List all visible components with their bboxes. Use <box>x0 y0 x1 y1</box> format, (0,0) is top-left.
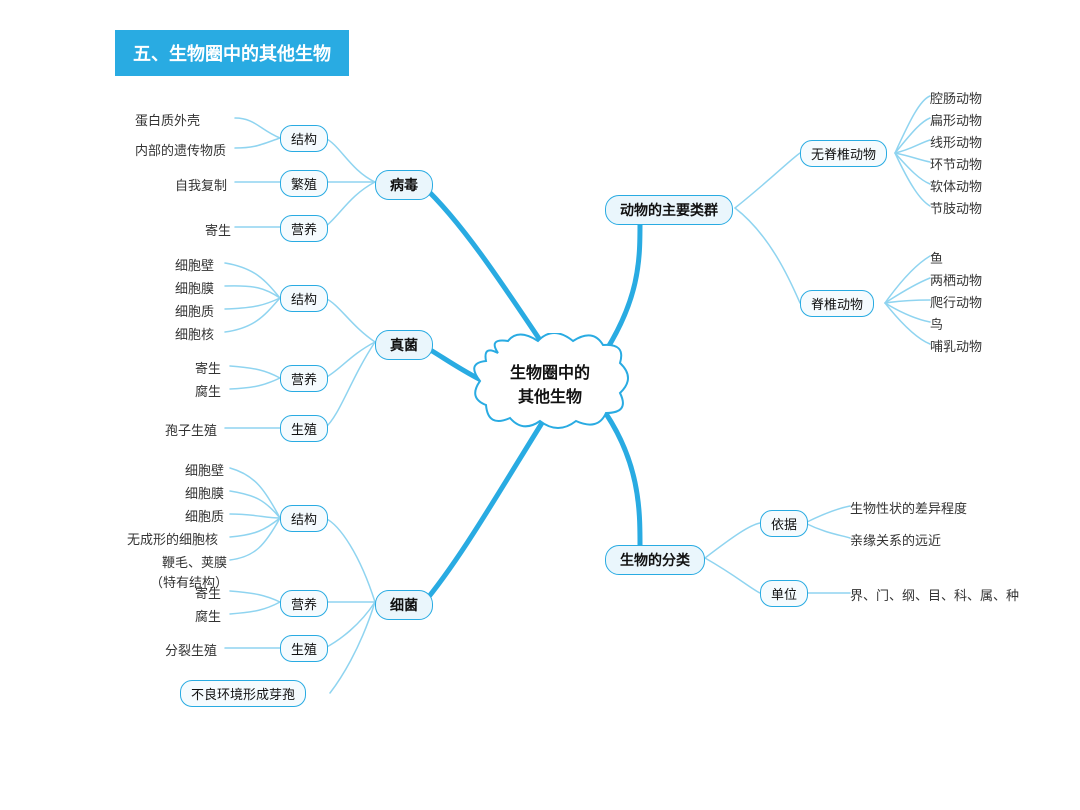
central-node: 生物圈中的其他生物 <box>480 345 620 420</box>
leaf-29: 鸟 <box>930 314 943 333</box>
leaf-8: 寄生 <box>195 358 221 377</box>
leaf-9: 腐生 <box>195 381 221 400</box>
leaf-25: 节肢动物 <box>930 198 982 217</box>
node-unit: 单位 <box>760 580 808 607</box>
leaf-3: 寄生 <box>205 220 231 239</box>
leaf-26: 鱼 <box>930 248 943 267</box>
node-bact_struct: 结构 <box>280 505 328 532</box>
node-virus_struct: 结构 <box>280 125 328 152</box>
leaf-17: 寄生 <box>195 583 221 602</box>
node-virus: 病毒 <box>375 170 433 200</box>
leaf-23: 环节动物 <box>930 154 982 173</box>
node-classify: 生物的分类 <box>605 545 705 575</box>
leaf-31: 生物性状的差异程度 <box>850 498 967 517</box>
leaf-7: 细胞核 <box>175 324 214 343</box>
node-fungi_nutr: 营养 <box>280 365 328 392</box>
node-fungi: 真菌 <box>375 330 433 360</box>
leaf-32: 亲缘关系的远近 <box>850 530 941 549</box>
leaf-27: 两栖动物 <box>930 270 982 289</box>
leaf-13: 细胞质 <box>185 506 224 525</box>
node-bact_spore: 不良环境形成芽孢 <box>180 680 306 707</box>
node-vert: 脊椎动物 <box>800 290 874 317</box>
node-invert: 无脊椎动物 <box>800 140 887 167</box>
leaf-22: 线形动物 <box>930 132 982 151</box>
node-fungi_repr: 生殖 <box>280 415 328 442</box>
leaf-4: 细胞壁 <box>175 255 214 274</box>
leaf-14: 无成形的细胞核 <box>127 529 218 548</box>
leaf-6: 细胞质 <box>175 301 214 320</box>
node-bact_repr: 生殖 <box>280 635 328 662</box>
leaf-30: 哺乳动物 <box>930 336 982 355</box>
node-fungi_struct: 结构 <box>280 285 328 312</box>
node-animals: 动物的主要类群 <box>605 195 733 225</box>
leaf-12: 细胞膜 <box>185 483 224 502</box>
node-bact: 细菌 <box>375 590 433 620</box>
node-virus_repr: 繁殖 <box>280 170 328 197</box>
leaf-11: 细胞壁 <box>185 460 224 479</box>
leaf-28: 爬行动物 <box>930 292 982 311</box>
section-title: 五、生物圈中的其他生物 <box>115 30 349 76</box>
central-label: 生物圈中的其他生物 <box>510 359 590 407</box>
leaf-21: 扁形动物 <box>930 110 982 129</box>
leaf-18: 腐生 <box>195 606 221 625</box>
leaf-20: 腔肠动物 <box>930 88 982 107</box>
leaf-10: 孢子生殖 <box>165 420 217 439</box>
leaf-24: 软体动物 <box>930 176 982 195</box>
node-basis: 依据 <box>760 510 808 537</box>
leaf-2: 自我复制 <box>175 175 227 194</box>
leaf-19: 分裂生殖 <box>165 640 217 659</box>
node-virus_nutr: 营养 <box>280 215 328 242</box>
leaf-5: 细胞膜 <box>175 278 214 297</box>
leaf-15: 鞭毛、荚膜 <box>162 552 227 571</box>
leaf-33: 界、门、纲、目、科、属、种 <box>850 585 1019 604</box>
leaf-1: 内部的遗传物质 <box>135 140 226 159</box>
node-bact_nutr: 营养 <box>280 590 328 617</box>
leaf-0: 蛋白质外壳 <box>135 110 200 129</box>
